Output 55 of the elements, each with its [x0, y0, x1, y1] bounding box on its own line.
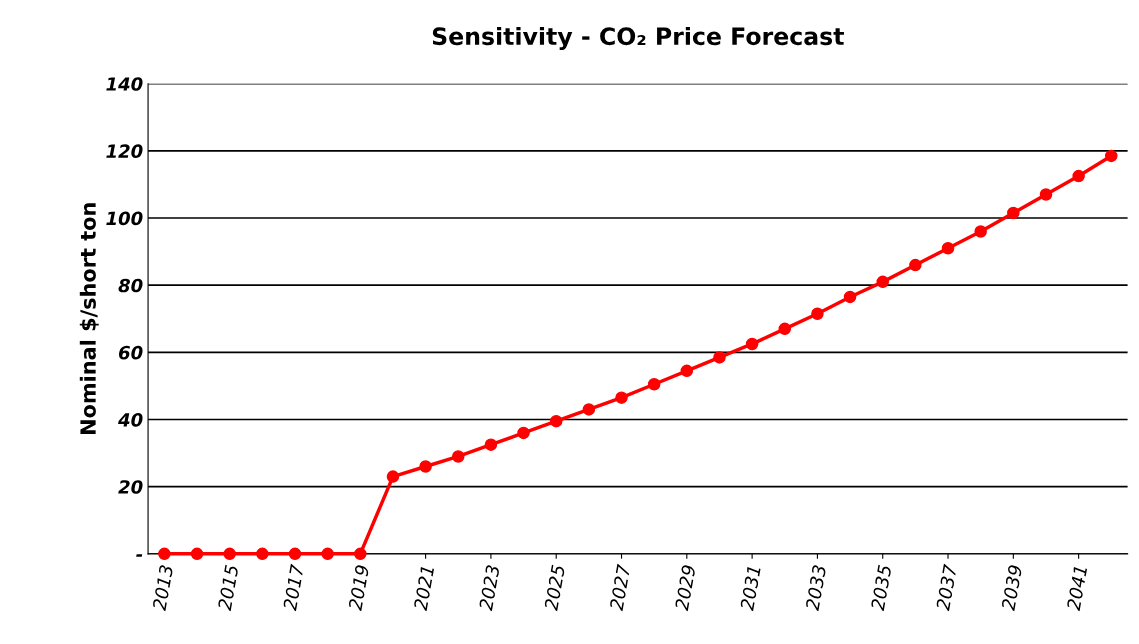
point [745, 337, 759, 351]
point [680, 364, 694, 378]
point [223, 547, 236, 561]
y-tick-label: - [136, 554, 143, 557]
chart-title: Sensitivity - CO₂ Price Forecast [432, 26, 844, 50]
point [1007, 206, 1020, 220]
point [974, 225, 987, 238]
y-tick-label: 60 [118, 345, 143, 360]
point [811, 307, 824, 320]
x-tick-label: 2025 [543, 564, 566, 612]
point [190, 547, 204, 561]
point [321, 547, 334, 561]
point [288, 547, 302, 561]
y-tick-label: 80 [118, 278, 143, 293]
y-tick-label: 140 [106, 77, 143, 91]
x-tick-label: 2031 [739, 566, 761, 612]
point [1105, 149, 1118, 163]
y-tick-label: 20 [118, 480, 143, 494]
x-tick-label: 2027 [609, 563, 631, 612]
x-tick-label: 2029 [674, 564, 696, 612]
x-tick-label: 2021 [413, 566, 435, 612]
y-axis-title: Nominal $/short ton [79, 203, 99, 434]
point [778, 322, 792, 336]
y-tick-label: 40 [118, 412, 143, 427]
point [517, 426, 530, 440]
point [256, 547, 269, 561]
x-tick-label: 2035 [870, 564, 892, 612]
point [941, 242, 955, 255]
point [876, 275, 889, 289]
point [158, 547, 171, 561]
point [1039, 188, 1053, 201]
x-tick-label: 2023 [478, 564, 500, 612]
point [386, 470, 400, 483]
y-tick-label: 100 [106, 211, 143, 226]
x-tick-label: 2033 [805, 564, 827, 612]
point [1072, 169, 1085, 183]
x-tick-label: 2013 [152, 564, 174, 612]
y-tick-label: 120 [106, 144, 143, 158]
x-tick-label: 2037 [935, 563, 958, 612]
point [549, 414, 563, 428]
point [615, 391, 628, 404]
x-tick-label: 2017 [282, 563, 305, 612]
point [419, 460, 432, 473]
x-tick-label: 2019 [348, 564, 370, 612]
point [909, 258, 922, 272]
x-tick-label: 2015 [217, 564, 239, 612]
point [843, 290, 857, 304]
point [354, 547, 367, 561]
x-tick-label: 2039 [1001, 564, 1023, 612]
x-tick-label: 2041 [1066, 566, 1088, 612]
point [647, 378, 661, 391]
point [582, 403, 596, 416]
point [484, 438, 498, 451]
point [452, 450, 465, 463]
point [713, 351, 726, 364]
